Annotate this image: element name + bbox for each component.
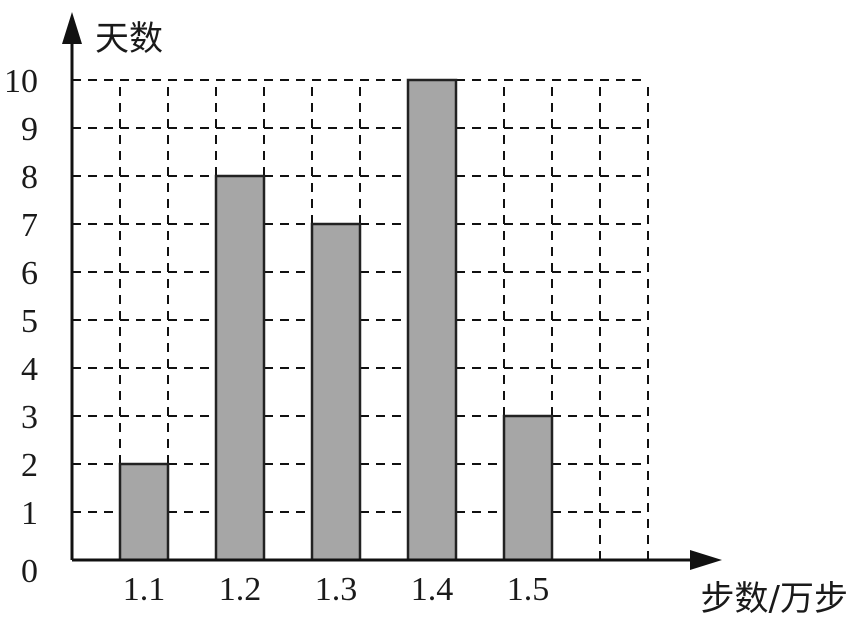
x-tick-labels: 1.1 1.2 1.3 1.4 1.5 [123, 571, 550, 608]
y-axis-title: 天数 [95, 19, 163, 59]
y-tick-label: 3 [21, 399, 38, 436]
y-tick-label: 10 [4, 63, 38, 100]
y-tick-labels: 0 1 2 3 4 5 6 7 8 9 10 [4, 63, 38, 590]
y-tick-label: 2 [21, 447, 38, 484]
x-axis-arrow [690, 550, 722, 570]
y-tick-label: 9 [21, 111, 38, 148]
bar-1.3 [310, 222, 362, 562]
x-tick-label: 1.2 [219, 571, 262, 608]
bar-1.4 [406, 78, 458, 562]
y-tick-label: 5 [21, 303, 38, 340]
x-tick-label: 1.1 [123, 571, 166, 608]
bar-1.5 [502, 414, 554, 562]
bar-1.1 [118, 462, 170, 562]
x-tick-label: 1.4 [411, 571, 454, 608]
y-tick-label: 8 [21, 159, 38, 196]
y-tick-label: 7 [21, 207, 38, 244]
x-tick-label: 1.3 [315, 571, 358, 608]
y-tick-label: 4 [21, 351, 38, 388]
y-tick-label: 6 [21, 255, 38, 292]
y-axis-arrow [62, 12, 82, 44]
x-axis-title: 步数/万步 [701, 579, 848, 618]
y-tick-label: 1 [21, 495, 38, 532]
axes [62, 12, 722, 570]
bar-1.2 [214, 174, 266, 562]
bars [118, 78, 554, 562]
y-tick-label: 0 [21, 553, 38, 590]
x-tick-label: 1.5 [507, 571, 550, 608]
